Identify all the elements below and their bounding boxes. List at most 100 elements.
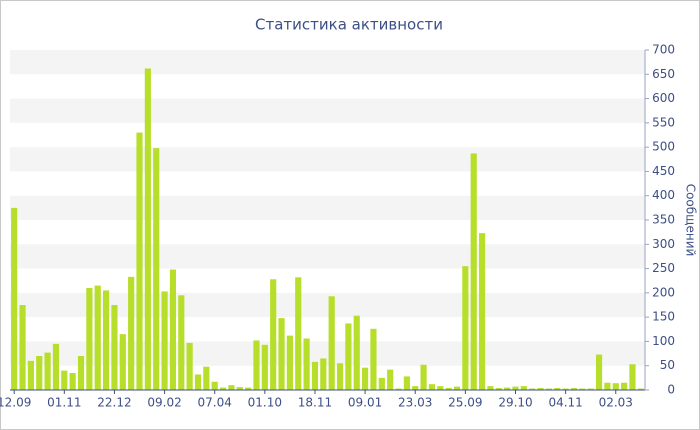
x-tick-label: 29.10	[498, 396, 532, 410]
bar	[529, 388, 536, 390]
bar	[286, 335, 293, 390]
bar	[537, 388, 544, 390]
bar	[153, 148, 160, 390]
x-tick-label: 25.09	[448, 396, 482, 410]
x-tick-label: 01.11	[47, 396, 81, 410]
bar	[545, 388, 553, 390]
y-tick-label: 50	[660, 358, 675, 372]
bar	[161, 291, 168, 390]
bar	[504, 387, 511, 390]
bar	[136, 132, 143, 391]
bar	[11, 207, 18, 390]
y-tick-label: 150	[652, 310, 675, 324]
bar	[86, 288, 93, 390]
chart-title: Статистика активности	[255, 16, 443, 34]
bar	[102, 290, 110, 390]
bar	[470, 153, 477, 390]
bar	[512, 386, 519, 390]
y-tick-label: 550	[652, 115, 675, 129]
bar	[621, 382, 628, 390]
bar	[52, 343, 60, 390]
bar	[69, 373, 76, 390]
bar	[345, 323, 352, 390]
y-tick-label: 200	[652, 285, 675, 299]
grid-band	[10, 147, 645, 172]
bar	[278, 318, 285, 390]
bar	[562, 388, 569, 390]
x-tick-label: 12.09	[0, 396, 31, 410]
bar	[378, 377, 385, 390]
bar	[387, 369, 394, 390]
y-axis-title: Сообщений	[684, 184, 698, 257]
bar	[320, 358, 327, 390]
y-tick-label: 650	[652, 67, 675, 81]
x-tick-label: 22.12	[97, 396, 131, 410]
bar	[61, 370, 68, 390]
grid-band	[10, 98, 645, 123]
x-tick-label: 23.03	[398, 396, 432, 410]
bar	[445, 388, 452, 390]
bar	[295, 277, 302, 390]
bar	[604, 382, 611, 390]
bar	[194, 374, 202, 390]
y-tick-label: 450	[652, 164, 675, 178]
bar	[395, 388, 402, 390]
grid-band	[10, 195, 645, 220]
bar	[612, 383, 619, 390]
bar	[44, 352, 51, 390]
bar	[420, 364, 427, 390]
bar	[228, 385, 235, 390]
y-tick-label: 500	[652, 140, 675, 154]
y-tick-label: 600	[652, 91, 675, 105]
x-tick-label: 18.11	[298, 396, 332, 410]
bar	[462, 266, 469, 390]
bar	[245, 387, 252, 390]
bar	[587, 388, 594, 390]
y-tick-label: 0	[667, 383, 675, 397]
bar	[261, 344, 268, 390]
bar	[211, 381, 218, 390]
bar	[219, 387, 227, 390]
bar	[595, 354, 603, 390]
bar	[186, 342, 193, 390]
x-tick-label: 09.01	[348, 396, 382, 410]
bar	[412, 386, 419, 390]
grid-band	[10, 50, 645, 75]
bar	[370, 328, 377, 390]
bar	[428, 384, 436, 390]
bar	[637, 388, 644, 390]
bar	[128, 276, 135, 390]
x-tick-label: 07.04	[198, 396, 232, 410]
bar	[579, 388, 586, 390]
bar	[554, 388, 561, 390]
bar	[362, 367, 369, 390]
grid-band	[10, 244, 645, 269]
x-tick-label: 04.11	[548, 396, 582, 410]
bar	[303, 338, 310, 390]
bar	[487, 386, 494, 390]
bar	[336, 363, 344, 390]
bar	[19, 305, 26, 390]
bar	[111, 305, 118, 390]
y-tick-label: 700	[652, 43, 675, 57]
bar	[453, 386, 461, 390]
bar	[253, 340, 260, 390]
bar	[629, 364, 636, 390]
bar	[403, 376, 410, 390]
bar	[236, 387, 243, 390]
y-tick-label: 400	[652, 188, 675, 202]
bar	[169, 269, 177, 390]
x-tick-label: 09.02	[147, 396, 181, 410]
x-tick-label: 01.10	[248, 396, 282, 410]
bar	[27, 360, 34, 390]
bar	[119, 334, 126, 390]
y-tick-label: 300	[652, 237, 675, 251]
bar	[495, 388, 502, 390]
bar	[270, 279, 277, 390]
bar	[520, 386, 527, 390]
bar	[77, 356, 85, 390]
bar	[94, 285, 101, 390]
y-tick-label: 350	[652, 213, 675, 227]
bar	[144, 68, 151, 390]
bar	[178, 295, 185, 390]
